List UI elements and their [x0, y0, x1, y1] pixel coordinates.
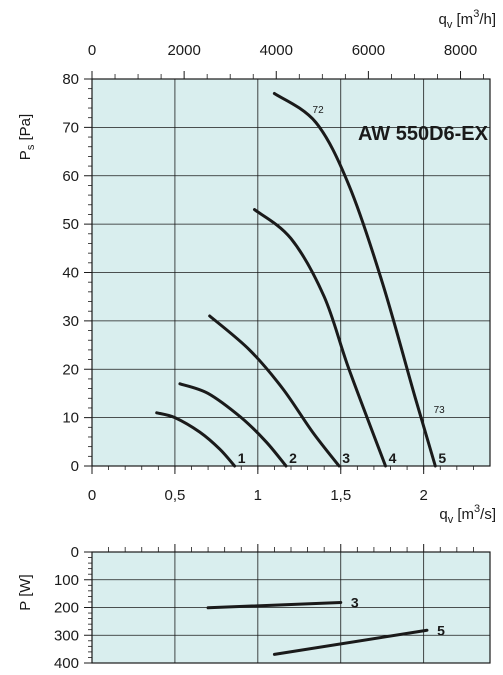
curve-label-3: 3 — [342, 450, 350, 466]
power-labels: 0 100 200 300 400 P [W] qv [m3/s] 3 5 — [17, 503, 496, 672]
flow-axis-label-top: qv [m3/h] — [439, 8, 497, 31]
power-axis-label: P [W] — [17, 574, 34, 610]
pressure-curves — [155, 92, 437, 468]
power-curve-label-3: 3 — [351, 595, 359, 611]
power-curve-label-5: 5 — [437, 622, 445, 638]
pressure-tick-label-top: 0 — [88, 42, 96, 59]
pressure-tick-label-y: 50 — [62, 216, 79, 233]
power-tick-label-y: 0 — [71, 544, 79, 561]
curve-label-2: 2 — [289, 450, 297, 466]
pressure-curve-3 — [208, 314, 341, 468]
pressure-tick-label-y: 30 — [62, 313, 79, 330]
pressure-tick-label-top: 8000 — [444, 42, 477, 59]
power-tick-label-y: 200 — [54, 600, 79, 617]
pressure-tick-label-x: 1,5 — [330, 487, 351, 504]
curve-annotation: 72 — [313, 105, 325, 116]
pressure-tick-label-y: 70 — [62, 119, 79, 136]
power-chart: 0 100 200 300 400 P [W] qv [m3/s] 3 5 — [17, 503, 496, 672]
pressure-tick-label-y: 60 — [62, 168, 79, 185]
curve-label-1: 1 — [238, 450, 246, 466]
curve-annotation: 73 — [434, 405, 446, 416]
model-title: AW 550D6-EX — [358, 123, 489, 145]
pressure-curve-1 — [155, 411, 237, 468]
pressure-tick-label-top: 2000 — [167, 42, 200, 59]
pressure-tick-label-y: 10 — [62, 410, 79, 427]
pressure-grid — [92, 79, 490, 466]
power-ticks — [84, 544, 474, 664]
power-tick-label-y: 300 — [54, 627, 79, 644]
power-curve-5 — [272, 628, 429, 656]
power-curves — [206, 601, 429, 656]
pressure-tick-label-x: 1 — [254, 487, 262, 504]
power-curve-3 — [206, 601, 343, 610]
pressure-ticks — [84, 71, 484, 474]
pressure-curve-4 — [253, 208, 387, 468]
pressure-tick-label-top: 6000 — [352, 42, 385, 59]
pressure-tick-label-x: 0 — [88, 487, 96, 504]
pressure-tick-label-top: 4000 — [260, 42, 293, 59]
pressure-tick-label-y: 0 — [71, 458, 79, 475]
pressure-curve-2 — [178, 382, 288, 468]
power-tick-label-y: 400 — [54, 655, 79, 672]
pressure-axis-label: Ps [Pa] — [17, 114, 37, 160]
pressure-tick-label-x: 0,5 — [164, 487, 185, 504]
pressure-tick-label-y: 20 — [62, 361, 79, 378]
pressure-tick-label-y: 80 — [62, 71, 79, 88]
flow-axis-label-bottom: qv [m3/s] — [439, 503, 496, 526]
curve-label-5: 5 — [438, 450, 446, 466]
pressure-curve-5 — [272, 92, 437, 468]
curve-label-4: 4 — [389, 450, 397, 466]
pressure-tick-label-x: 2 — [419, 487, 427, 504]
pressure-tick-label-y: 40 — [62, 265, 79, 282]
power-tick-label-y: 100 — [54, 572, 79, 589]
